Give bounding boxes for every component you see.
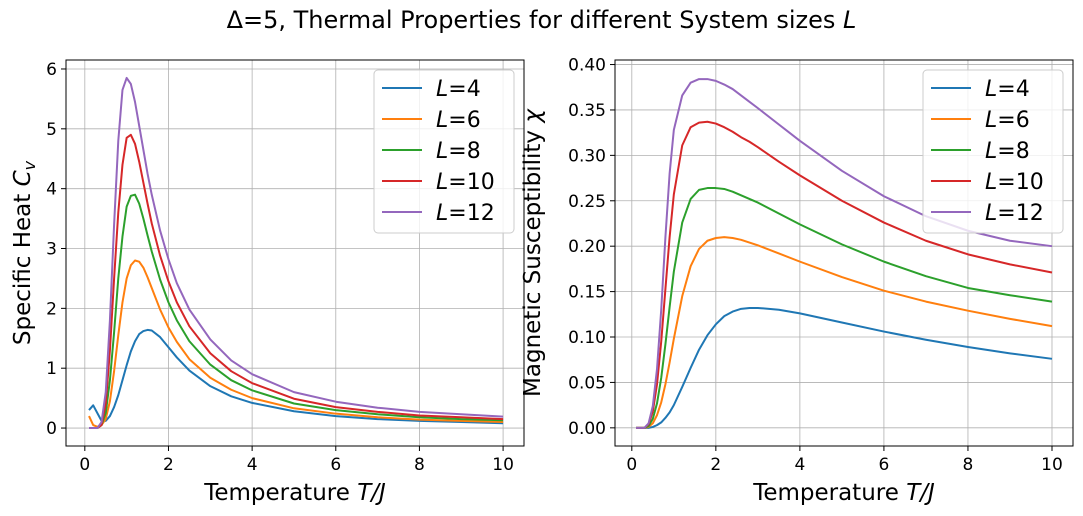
series-line-L-12	[636, 78, 1053, 429]
series-line-L-8	[89, 193, 504, 430]
y-tick-label: 5	[46, 120, 57, 140]
x-tick-label: 0	[79, 455, 90, 475]
axes-frame	[614, 59, 1074, 447]
figure-title: Δ=5, Thermal Properties for different Sy…	[0, 6, 1083, 34]
y-tick-label: 1	[46, 359, 57, 379]
figure-title-symbol: L	[843, 6, 857, 34]
y-tick-label: 0.05	[568, 373, 606, 393]
x-tick-label: 4	[247, 455, 258, 475]
y-tick-label: 0.30	[568, 146, 606, 166]
x-axis-label: Temperature T/J	[203, 480, 386, 506]
y-tick-label: 2	[46, 299, 57, 319]
x-tick-label: 6	[879, 455, 890, 475]
series-line-L-12	[89, 76, 504, 430]
y-tick-label: 0.25	[568, 192, 606, 212]
x-tick-label: 0	[626, 455, 637, 475]
legend-entry: L=6	[436, 108, 481, 133]
y-tick-label: 0.35	[568, 101, 606, 121]
legend-box	[373, 69, 515, 234]
y-tick-label: 3	[46, 240, 57, 260]
y-tick-label: 4	[46, 180, 57, 200]
legend-entry: L=4	[436, 77, 481, 102]
legend: L=4 L=6 L=8 L=10 L=12	[373, 69, 515, 234]
series-line-L-4	[88, 328, 504, 425]
legend-box	[922, 69, 1064, 234]
chart-panel-2: 0 2 4 6 8 10 0.00 0.05 0.10 0.15 0.20 0.25 0.30 0.35 0…	[520, 56, 1074, 506]
y-tick-label: 0.20	[568, 237, 606, 257]
series-line-L-6	[88, 259, 504, 428]
x-tick-label: 8	[414, 455, 425, 475]
series-line-L-4	[636, 306, 1053, 429]
legend-entry: L=8	[985, 139, 1030, 164]
x-axis-label: Temperature T/J	[752, 480, 935, 506]
x-tick-label: 8	[963, 455, 974, 475]
y-tick-label: 0.40	[568, 56, 606, 76]
legend: L=4 L=6 L=8 L=10 L=12	[922, 69, 1064, 234]
chart-panel-1: 0 2 4 6 8 10 0 1 2 3 4 5 6 Temperature T/J Specific He…	[10, 59, 525, 506]
legend-entry: L=12	[436, 201, 495, 226]
legend-entry: L=6	[985, 108, 1030, 133]
figure-title-text: Δ=5, Thermal Properties for different Sy…	[226, 6, 844, 34]
legend-entry: L=10	[436, 170, 495, 195]
x-tick-label: 10	[1041, 455, 1063, 475]
series-line-L-8	[636, 187, 1053, 429]
y-axis-label: Magnetic Susceptibility χ	[520, 108, 546, 397]
legend-entry: L=8	[436, 139, 481, 164]
axes-frame	[65, 59, 525, 447]
x-tick-label: 2	[710, 455, 721, 475]
x-tick-label: 6	[330, 455, 341, 475]
y-tick-label: 0.15	[568, 283, 606, 303]
series-line-L-6	[636, 236, 1053, 429]
x-tick-label: 2	[163, 455, 174, 475]
y-tick-label: 0.10	[568, 328, 606, 348]
legend-entry: L=10	[985, 170, 1044, 195]
y-tick-label: 0	[46, 419, 57, 439]
y-axis-label: Specific Heat Cv	[10, 160, 39, 345]
y-tick-label: 0.00	[568, 419, 606, 439]
legend-entry: L=12	[985, 201, 1044, 226]
legend-entry: L=4	[985, 77, 1030, 102]
series-line-L-10	[636, 120, 1053, 429]
y-tick-label: 6	[46, 60, 57, 80]
x-tick-label: 10	[492, 455, 514, 475]
series-line-L-10	[89, 133, 504, 430]
x-tick-label: 4	[794, 455, 805, 475]
